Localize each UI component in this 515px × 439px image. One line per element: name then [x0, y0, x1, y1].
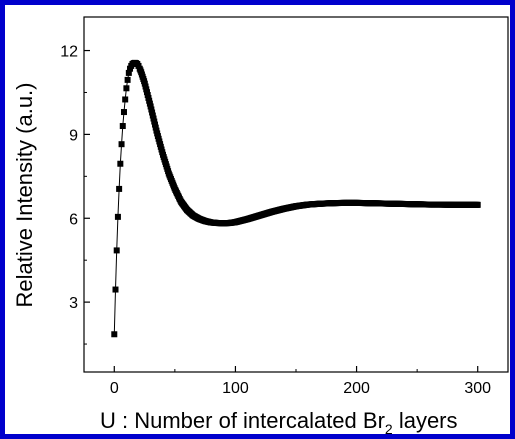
- data-point: [119, 123, 126, 130]
- y-tick-label: 9: [69, 127, 78, 144]
- data-point: [152, 124, 159, 131]
- data-point: [120, 109, 127, 116]
- data-point: [151, 121, 158, 128]
- data-point: [118, 141, 125, 148]
- x-tick-label: 0: [110, 380, 119, 397]
- y-axis-title: Relative Intensity (a.u.): [12, 83, 37, 308]
- data-point: [150, 115, 157, 122]
- x-axis-title-tail: layers: [393, 408, 458, 433]
- x-tick-label: 100: [222, 380, 249, 397]
- x-tick-label: 200: [343, 380, 370, 397]
- data-point: [125, 69, 132, 76]
- plot-area-border: [83, 16, 509, 373]
- data-point: [122, 96, 129, 103]
- data-point: [112, 286, 119, 293]
- x-axis-title: U : Number of intercalated Br2 layers: [100, 408, 458, 437]
- x-axis: 0 100 200 300: [110, 366, 491, 397]
- x-axis-title-main: U : Number of intercalated Br: [100, 408, 385, 433]
- data-point: [148, 106, 155, 113]
- data-point: [151, 118, 158, 125]
- series-line: [113, 62, 478, 335]
- data-point: [111, 331, 118, 338]
- data-point: [124, 76, 131, 83]
- data-point: [114, 213, 121, 220]
- x-tick-label: 300: [464, 380, 491, 397]
- data-point: [147, 103, 154, 110]
- data-point: [113, 247, 120, 254]
- series-markers: [111, 59, 481, 338]
- data-point: [149, 109, 156, 116]
- x-axis-title-subscript: 2: [385, 421, 393, 437]
- y-axis: 3 6 9 12: [60, 44, 90, 345]
- data-point: [116, 185, 123, 192]
- y-tick-label: 3: [69, 295, 78, 312]
- data-point: [474, 201, 481, 208]
- data-point: [149, 112, 156, 119]
- data-point: [123, 85, 130, 92]
- y-tick-label: 12: [60, 44, 78, 61]
- y-tick-label: 6: [69, 211, 78, 228]
- data-point: [117, 160, 124, 167]
